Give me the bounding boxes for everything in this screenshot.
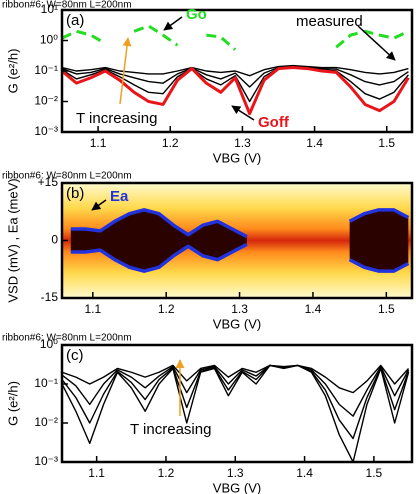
annotation: T increasing	[130, 421, 211, 438]
series-line	[62, 66, 410, 116]
y-tick-label: 10⁻¹	[34, 63, 58, 77]
x-tick-label: 1.4	[305, 302, 322, 316]
series-line	[70, 208, 410, 239]
x-tick-label: 1.3	[234, 136, 251, 150]
x-tick-label: 1.5	[366, 466, 383, 480]
arrow	[119, 37, 132, 105]
y-tick-label: 10⁻¹	[34, 376, 58, 390]
panel-header: ribbon#6: W=80nm L=200nm	[2, 171, 132, 182]
y-axis-title: G (e²/h)	[5, 381, 20, 426]
y-tick-label: 10⁻²	[34, 94, 58, 108]
x-tick-label: 1.1	[84, 302, 101, 316]
x-tick-label: 1.4	[296, 466, 313, 480]
panel-header: ribbon#6: W=80nm L=200nm	[2, 333, 132, 344]
x-tick-label: 1.2	[158, 466, 175, 480]
arrow	[357, 25, 396, 61]
x-axis-title: VBG (V)	[213, 316, 261, 331]
series-line	[62, 66, 409, 103]
annotation: T increasing	[76, 110, 157, 127]
plot-frame	[60, 343, 414, 464]
series-line	[62, 24, 410, 51]
series-line	[62, 364, 410, 417]
series-line	[62, 364, 410, 462]
y-tick-label: 10⁻³	[34, 454, 58, 468]
x-tick-label: 1.1	[88, 466, 105, 480]
panel-label: (c)	[66, 347, 84, 364]
y-tick-label: -15	[41, 290, 59, 304]
series-label: Ea	[110, 188, 129, 205]
y-axis-title: G (e²/h)	[5, 49, 20, 94]
annotation: Goff	[258, 114, 290, 131]
panel-label: (a)	[66, 12, 84, 29]
series-line	[70, 242, 410, 273]
series-line	[62, 65, 409, 88]
y-tick-label: +15	[38, 175, 59, 189]
y-tick-label: 10⁰	[40, 33, 58, 47]
y-axis-title: VSD (mV) , Ea (meV)	[5, 178, 20, 302]
gap-region	[349, 209, 409, 272]
y-tick-label: 10¹	[41, 2, 58, 16]
x-tick-label: 1.4	[306, 136, 323, 150]
arrow	[91, 199, 107, 211]
x-tick-label: 1.2	[158, 302, 175, 316]
x-axis-title: VBG (V)	[213, 150, 261, 165]
x-tick-label: 1.3	[227, 466, 244, 480]
y-tick-label: 10⁰	[40, 337, 58, 351]
panel-header: ribbon#6: W=80nm L=200nm	[2, 0, 132, 11]
x-tick-label: 1.5	[378, 302, 395, 316]
x-tick-label: 1.2	[162, 136, 179, 150]
x-axis-title: VBG (V)	[213, 480, 261, 494]
series-line	[62, 364, 410, 440]
arrow	[163, 16, 183, 31]
y-tick-label: 0	[51, 233, 58, 247]
plot-frame	[60, 8, 414, 134]
y-tick-label: 10⁻³	[34, 124, 58, 138]
x-tick-label: 1.5	[378, 136, 395, 150]
x-tick-label: 1.3	[231, 302, 248, 316]
series-line	[62, 364, 410, 394]
arrow	[231, 105, 255, 121]
plot-frame	[60, 181, 414, 300]
annotation: measured	[296, 13, 363, 30]
x-tick-label: 1.1	[90, 136, 107, 150]
annotation: Go	[186, 6, 207, 23]
panel-label: (b)	[66, 185, 84, 202]
y-tick-label: 10⁻²	[34, 415, 58, 429]
series-line	[62, 64, 409, 77]
